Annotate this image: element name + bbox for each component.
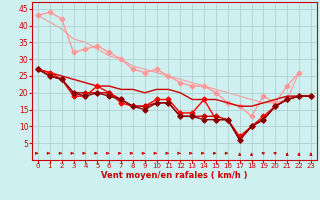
X-axis label: Vent moyen/en rafales ( km/h ): Vent moyen/en rafales ( km/h ) <box>101 171 248 180</box>
